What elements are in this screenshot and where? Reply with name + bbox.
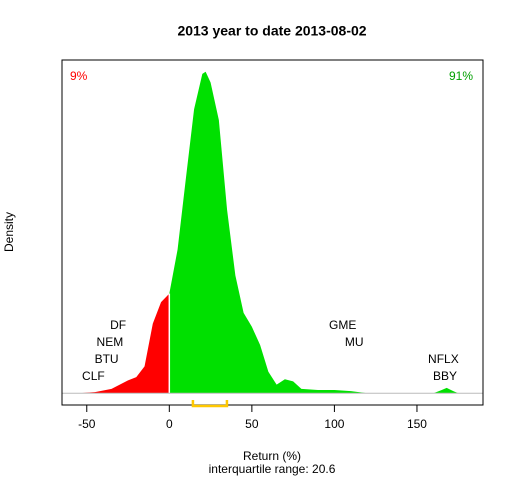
ticker-label: BBY [433,369,457,383]
density-area [169,71,459,394]
plot-frame [61,59,484,406]
ticker-label: DF [110,318,126,332]
density-area [78,293,170,394]
ticker-label: CLF [82,369,105,383]
ticker-label: NFLX [428,352,459,366]
x-tick-label: 150 [407,417,427,431]
x-tick-label: 0 [166,417,173,431]
chart-title: 2013 year to date 2013-08-02 [177,23,366,39]
ticker-label: GME [329,318,356,332]
x-axis-label: Return (%) [243,449,301,463]
ticker-label: NEM [97,335,124,349]
x-tick-label: 100 [324,417,344,431]
note: interquartile range: 20.6 [209,462,336,476]
iqr-bracket [191,400,229,408]
x-tick-label: 50 [245,417,259,431]
share-label: 9% [70,69,88,83]
y-axis-label: Density [2,212,16,252]
ticker-label: BTU [95,352,119,366]
share-label: 91% [449,69,473,83]
x-tick-label: -50 [78,417,96,431]
ticker-label: MU [345,335,364,349]
